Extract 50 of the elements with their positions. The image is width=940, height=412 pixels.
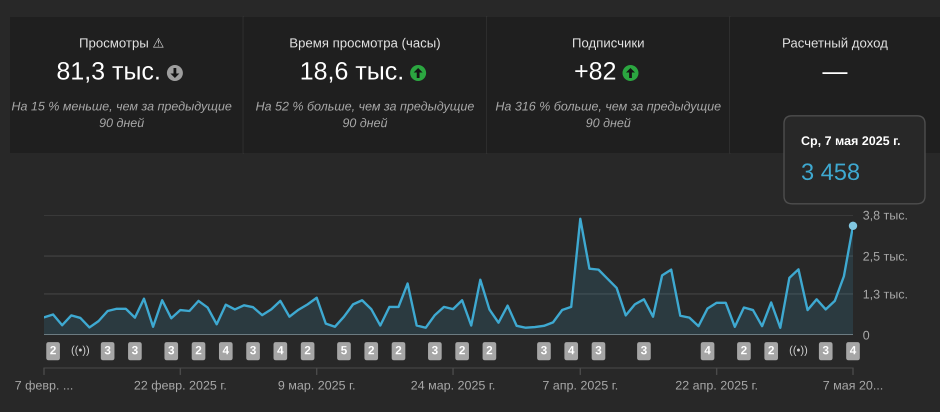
x2-tick-label: 3 [595,346,602,354]
text: Расчетный доход [783,38,888,50]
x-tick-label: 22 апр. 2025 г. [676,380,757,392]
x2-tick-label: 3 [540,346,547,354]
x2-tick-label: ((•)) [790,346,808,356]
x2-tick-label: 4 [850,346,856,354]
x2-tick-label: 3 [250,346,256,354]
x2-tick-label: 4 [222,346,230,354]
x2-tick-label: 4 [277,346,284,354]
text: Ср, 7 мая 2025 г. [802,136,900,148]
x2-tick-label: 3 [822,346,829,354]
x2-tick-label: 3 [640,346,647,354]
x2-tick-label: 3 [132,346,138,354]
x2-tick-label: 3 [432,346,438,354]
text: На 15 % меньше, чем за предыдущие 90 дней [12,101,232,128]
x2-tick-label: 2 [304,346,310,354]
text: Время просмотра (часы) [290,38,440,50]
x2-tick-label: 3 [168,346,174,354]
text: На 316 % больше, чем за предыдущие 90 дней [496,101,721,128]
x2-tick-label: 2 [368,346,374,354]
x2-tick-label: 4 [704,346,711,354]
x2-tick-label: 2 [50,346,56,354]
x2-tick-label: 2 [196,346,202,354]
text: — [822,72,848,74]
x2-tick-label: 2 [768,346,774,354]
text: На 52 % больше, чем за предыдущие 90 дней [256,101,474,128]
x-tick-label: 7 февр. ... [15,380,72,392]
x2-tick-label: 2 [486,346,492,354]
text: +82 [575,62,616,80]
x2-tick-label: 2 [459,346,465,354]
x2-tick-label: 2 [396,346,402,354]
text: Подписчики [573,38,644,50]
y-tick-label: 0 [863,330,870,340]
x2-tick-label: 2 [741,346,747,354]
y-tick-label: 1,3 тыс. [864,290,907,300]
x-tick-label: 22 февр. 2025 г. [134,380,226,392]
text: Просмотры ⚠ [80,38,164,50]
text: 18,6 тыс. [302,62,402,83]
x-tick-label: 7 мая 20... [823,380,882,390]
x-tick-label: 7 апр. 2025 г. [543,380,618,392]
x2-tick-label: ((•)) [72,346,90,356]
text: 81,3 тыс. [58,62,159,83]
y-tick-label: 2,5 тыс. [863,252,907,262]
y-tick-label: 3,8 тыс. [863,210,907,222]
x2-tick-label: 3 [104,346,110,354]
x-tick-label: 24 мар. 2025 г. [411,380,494,392]
annotation: 3 458 [802,163,860,180]
x2-tick-label: 5 [341,346,347,354]
x2-tick-label: 4 [568,346,574,354]
x-tick-label: 9 мар. 2025 г. [278,380,354,392]
